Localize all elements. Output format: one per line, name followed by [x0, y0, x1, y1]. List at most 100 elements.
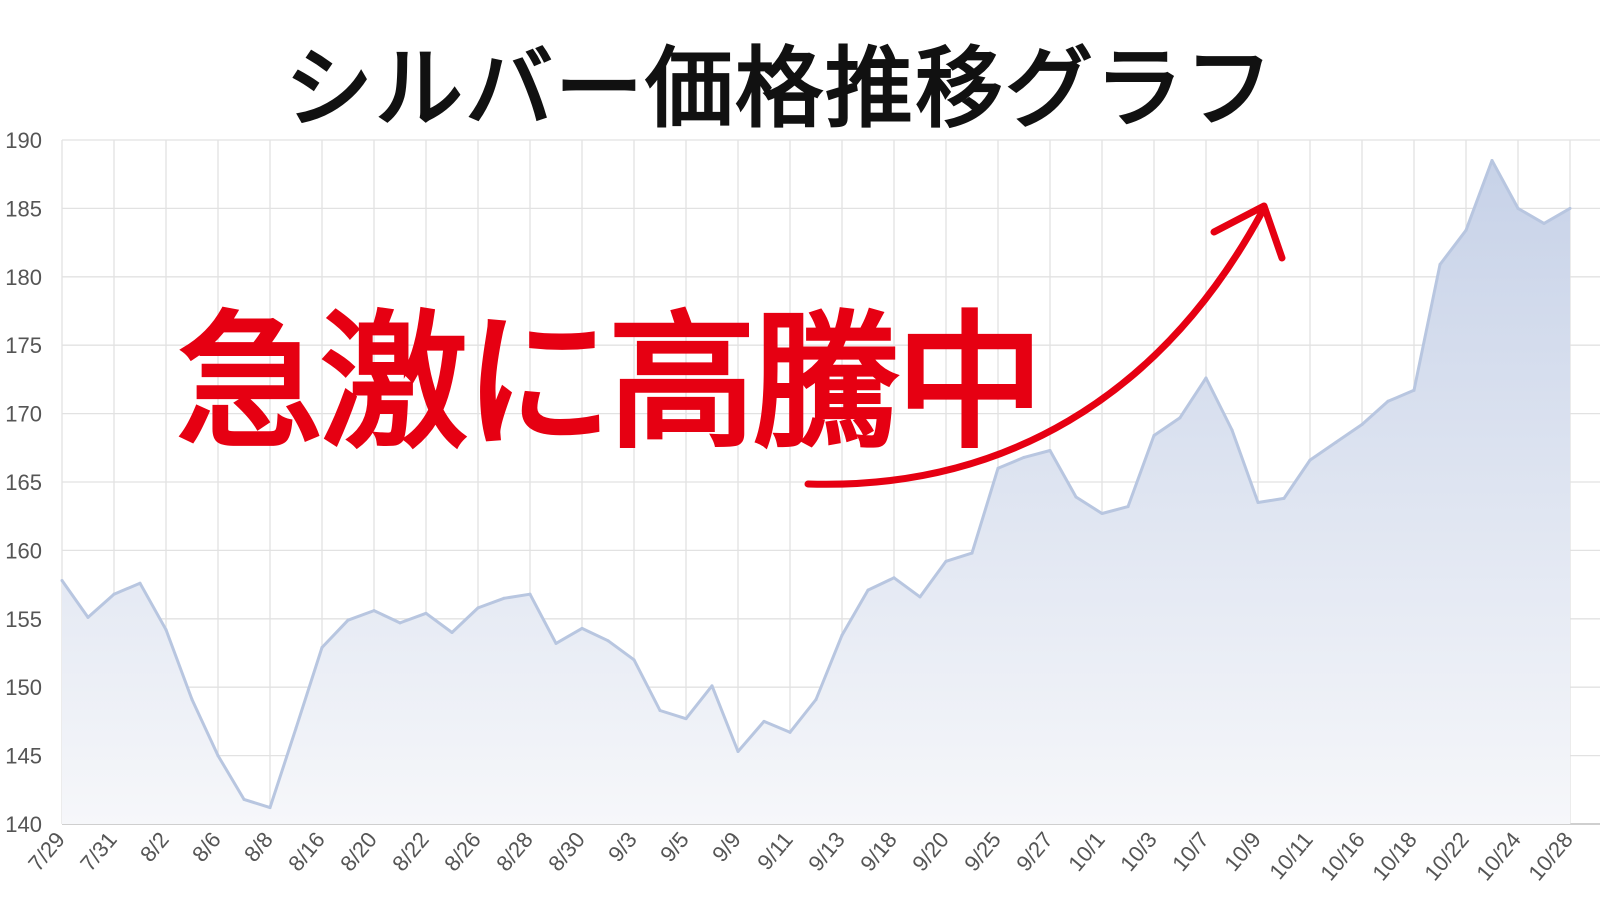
data-point: [944, 559, 948, 563]
x-tick-label: 9/3: [603, 827, 642, 867]
data-point: [1360, 423, 1364, 427]
data-point: [840, 633, 844, 637]
x-tick-label: 7/31: [75, 827, 122, 876]
data-point: [1334, 440, 1338, 444]
data-point: [710, 684, 714, 688]
data-point: [996, 466, 1000, 470]
data-point: [1308, 458, 1312, 462]
x-tick-label: 10/9: [1219, 827, 1266, 876]
data-point: [1516, 206, 1520, 210]
x-tick-label: 8/16: [283, 827, 330, 876]
data-point: [502, 596, 506, 600]
data-point: [398, 621, 402, 625]
annotation-text: 急激に高騰中: [176, 301, 1044, 466]
data-point: [528, 592, 532, 596]
data-point: [892, 576, 896, 580]
x-axis: 7/29 7/31 8/2 8/6 8/8 8/16 8/20 8/22 8/26 8/28 8/3…: [23, 827, 1578, 885]
data-point: [866, 588, 870, 592]
x-tick-label: 9/25: [959, 827, 1006, 876]
x-tick-label: 10/22: [1419, 827, 1474, 885]
x-tick-label: 10/11: [1264, 827, 1317, 884]
data-point: [112, 592, 116, 596]
x-tick-label: 9/18: [855, 827, 902, 876]
data-point: [554, 641, 558, 645]
x-tick-label: 8/8: [239, 827, 278, 867]
y-tick-label: 185: [5, 196, 42, 221]
x-tick-label: 9/5: [655, 827, 694, 867]
x-tick-label: 8/28: [491, 827, 538, 876]
y-tick-label: 145: [5, 744, 42, 769]
y-tick-label: 165: [5, 470, 42, 495]
x-tick-label: 10/28: [1523, 827, 1578, 885]
data-point: [632, 658, 636, 662]
chart-title: シルバー価格推移グラフ: [284, 39, 1275, 138]
data-point: [814, 698, 818, 702]
data-point: [424, 611, 428, 615]
data-point: [1464, 228, 1468, 232]
y-axis: 140 145 150 155 160 165 170 175 180 185 190: [5, 128, 42, 837]
x-tick-label: 10/16: [1315, 827, 1370, 885]
x-tick-label: 10/24: [1471, 827, 1526, 885]
data-point: [1412, 388, 1416, 392]
data-point: [216, 754, 220, 758]
x-tick-label: 9/11: [752, 827, 798, 875]
y-tick-label: 155: [5, 607, 42, 632]
data-points: [60, 159, 1572, 810]
x-tick-label: 10/18: [1367, 827, 1422, 885]
y-tick-label: 170: [5, 402, 42, 427]
x-tick-label: 8/20: [335, 827, 382, 876]
data-point: [580, 626, 584, 630]
data-point: [242, 797, 246, 801]
data-point: [788, 730, 792, 734]
data-point: [1542, 221, 1546, 225]
data-point: [190, 698, 194, 702]
data-point: [1568, 206, 1572, 210]
data-point: [476, 606, 480, 610]
data-point: [1100, 511, 1104, 515]
data-point: [86, 615, 90, 619]
x-tick-label: 9/9: [707, 827, 746, 867]
x-tick-label: 8/30: [543, 827, 590, 876]
data-point: [918, 595, 922, 599]
y-tick-label: 140: [5, 812, 42, 837]
data-point: [1074, 495, 1078, 499]
data-point: [1230, 428, 1234, 432]
y-tick-label: 180: [5, 265, 42, 290]
data-point: [1256, 501, 1260, 505]
price-area-fill: [62, 160, 1570, 824]
data-point: [346, 618, 350, 622]
data-point: [60, 578, 64, 582]
y-tick-label: 160: [5, 538, 42, 563]
data-point: [294, 726, 298, 730]
x-tick-label: 10/7: [1167, 827, 1214, 876]
rising-arrow: [804, 208, 1266, 488]
y-tick-label: 190: [5, 128, 42, 153]
data-point: [1386, 399, 1390, 403]
data-point: [1178, 416, 1182, 420]
x-tick-label: 10/3: [1115, 827, 1162, 876]
arrow-head: [1210, 202, 1286, 262]
x-tick-label: 8/26: [439, 827, 486, 876]
data-point: [372, 609, 376, 613]
data-point: [1126, 505, 1130, 509]
data-point: [684, 717, 688, 721]
x-tick-label: 8/6: [187, 827, 226, 867]
x-tick-label: 9/20: [907, 827, 954, 876]
x-tick-label: 8/22: [387, 827, 434, 876]
data-point: [1282, 496, 1286, 500]
x-tick-label: 8/2: [135, 827, 174, 867]
data-point: [138, 581, 142, 585]
y-tick-label: 150: [5, 675, 42, 700]
y-tick-label: 175: [5, 333, 42, 358]
data-point: [1022, 455, 1026, 459]
data-point: [658, 708, 662, 712]
data-point: [606, 639, 610, 643]
x-tick-label: 10/1: [1063, 827, 1110, 876]
data-point: [1490, 159, 1494, 163]
data-point: [1438, 262, 1442, 266]
data-point: [762, 719, 766, 723]
data-point: [1152, 433, 1156, 437]
data-point: [268, 806, 272, 810]
x-tick-label: 9/27: [1011, 827, 1058, 876]
